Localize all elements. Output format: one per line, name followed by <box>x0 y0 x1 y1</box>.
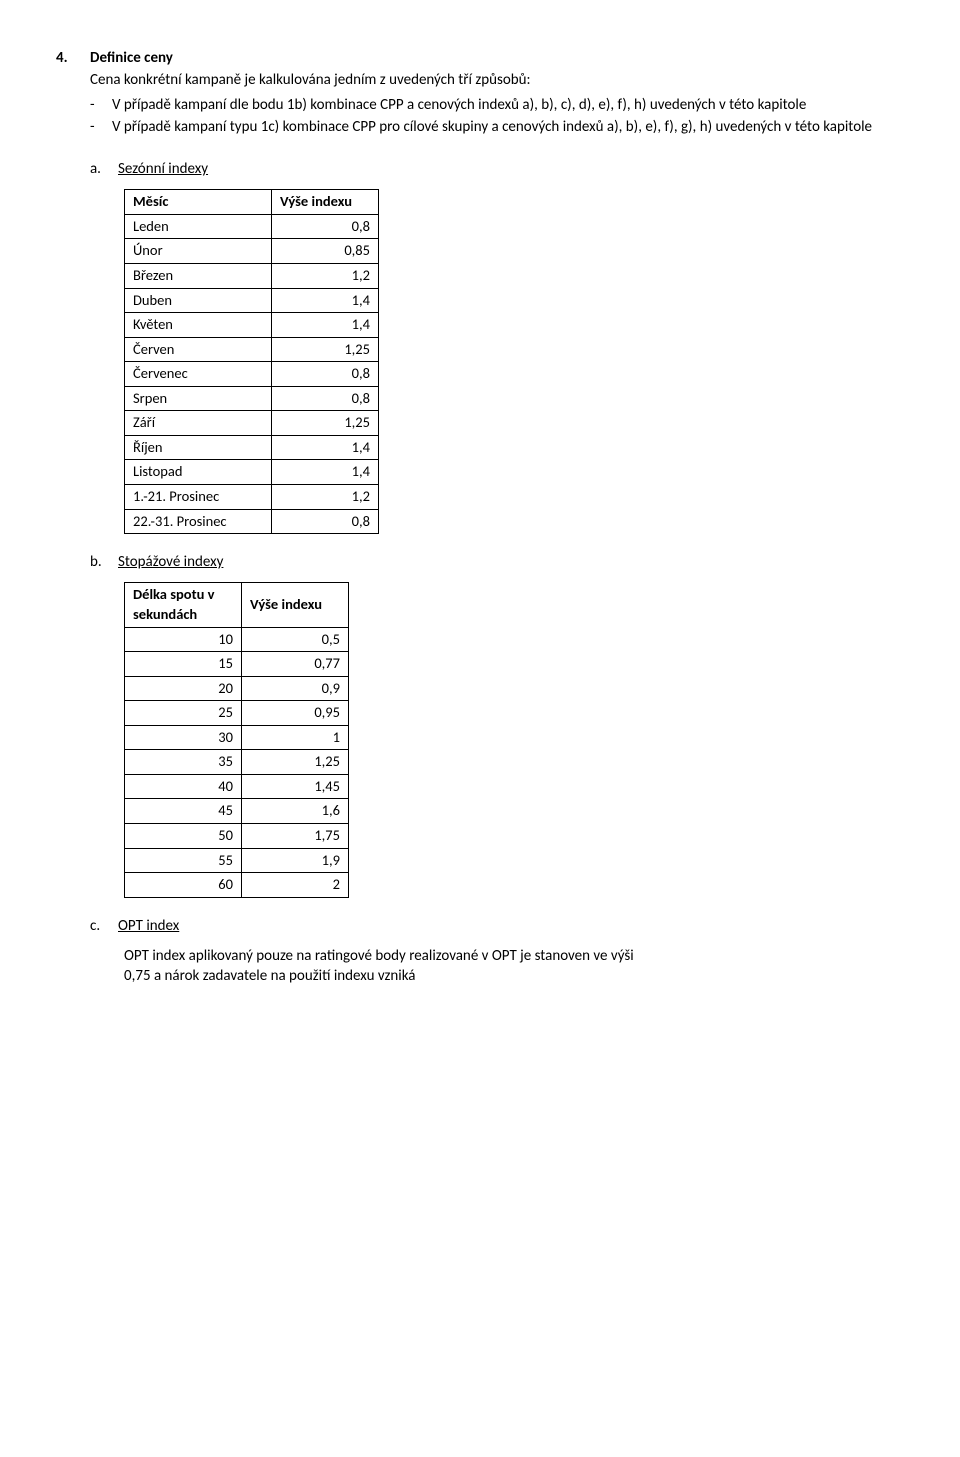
table-row: Leden0,8 <box>125 214 379 239</box>
table-cell: 1,2 <box>272 263 379 288</box>
table-cell: 22.-31. Prosinec <box>125 509 272 534</box>
table-cell: Březen <box>125 263 272 288</box>
sub-letter: c. <box>90 916 108 936</box>
table-cell: 1,4 <box>272 435 379 460</box>
table-cell: 25 <box>125 701 242 726</box>
table-cell: 30 <box>125 725 242 750</box>
table-cell: Únor <box>125 239 272 264</box>
bullet-dash-icon: - <box>90 95 98 115</box>
table-cell: Duben <box>125 288 272 313</box>
table-cell: 0,8 <box>272 509 379 534</box>
table-row: Září1,25 <box>125 411 379 436</box>
table-cell: 0,85 <box>272 239 379 264</box>
bullet-dash-icon: - <box>90 117 98 137</box>
sub-item-opt: c. OPT index <box>90 916 902 936</box>
table-row: 250,95 <box>125 701 349 726</box>
table-row: 22.-31. Prosinec0,8 <box>125 509 379 534</box>
sub-item-sezonni: a. Sezónní indexy <box>90 159 902 179</box>
table-row: 451,6 <box>125 799 349 824</box>
table-row: 301 <box>125 725 349 750</box>
table-cell: 0,95 <box>242 701 349 726</box>
table-cell: 0,9 <box>242 676 349 701</box>
bullet-text: V případě kampaní typu 1c) kombinace CPP… <box>112 117 902 137</box>
table-cell: 1,9 <box>242 848 349 873</box>
section-title: Definice ceny <box>90 48 173 68</box>
table-header: Výše indexu <box>242 583 349 627</box>
table-cell: 20 <box>125 676 242 701</box>
table-cell: 0,8 <box>272 386 379 411</box>
table-cell: 1,25 <box>272 411 379 436</box>
sezonni-table: Měsíc Výše indexu Leden0,8Únor0,85Březen… <box>124 189 379 534</box>
table-row: 551,9 <box>125 848 349 873</box>
table-cell: 1,25 <box>242 750 349 775</box>
table-cell: Říjen <box>125 435 272 460</box>
table-cell: 60 <box>125 873 242 898</box>
table-cell: 35 <box>125 750 242 775</box>
table-cell: Srpen <box>125 386 272 411</box>
table-cell: 0,77 <box>242 652 349 677</box>
opt-text-line: 0,75 a nárok zadavatele na použití index… <box>124 966 902 986</box>
sub-letter: a. <box>90 159 108 179</box>
table-cell: 1,45 <box>242 774 349 799</box>
sub-label: Stopážové indexy <box>118 552 223 572</box>
table-header: Délka spotu v sekundách <box>125 583 242 627</box>
bullet-text: V případě kampaní dle bodu 1b) kombinace… <box>112 95 902 115</box>
table-cell: 2 <box>242 873 349 898</box>
intro-text: Cena konkrétní kampaně je kalkulována je… <box>90 70 902 90</box>
table-cell: 40 <box>125 774 242 799</box>
table-cell: 1,6 <box>242 799 349 824</box>
table-cell: 1,4 <box>272 313 379 338</box>
table-cell: 0,8 <box>272 362 379 387</box>
opt-text-line: OPT index aplikovaný pouze na ratingové … <box>124 946 902 966</box>
table-cell: Červenec <box>125 362 272 387</box>
table-row: Červenec0,8 <box>125 362 379 387</box>
table-row: 1.-21. Prosinec1,2 <box>125 485 379 510</box>
bullet-item: - V případě kampaní dle bodu 1b) kombina… <box>90 95 902 115</box>
stopazove-table: Délka spotu v sekundách Výše indexu 100,… <box>124 582 349 897</box>
table-header: Měsíc <box>125 190 272 215</box>
table-row: 100,5 <box>125 627 349 652</box>
table-row: Říjen1,4 <box>125 435 379 460</box>
bullet-item: - V případě kampaní typu 1c) kombinace C… <box>90 117 902 137</box>
table-cell: 1,4 <box>272 460 379 485</box>
table-cell: 1,4 <box>272 288 379 313</box>
table-row: 351,25 <box>125 750 349 775</box>
table-cell: Září <box>125 411 272 436</box>
table-cell: Červen <box>125 337 272 362</box>
table-cell: 0,8 <box>272 214 379 239</box>
table-cell: Květen <box>125 313 272 338</box>
sub-letter: b. <box>90 552 108 572</box>
table-row: Listopad1,4 <box>125 460 379 485</box>
table-row: 150,77 <box>125 652 349 677</box>
table-cell: 55 <box>125 848 242 873</box>
table-row: Duben1,4 <box>125 288 379 313</box>
table-row: Březen1,2 <box>125 263 379 288</box>
table-cell: 1.-21. Prosinec <box>125 485 272 510</box>
table-row: 200,9 <box>125 676 349 701</box>
table-cell: 0,5 <box>242 627 349 652</box>
table-row: 401,45 <box>125 774 349 799</box>
table-cell: 1,25 <box>272 337 379 362</box>
table-row: Květen1,4 <box>125 313 379 338</box>
table-row: Červen1,25 <box>125 337 379 362</box>
section-heading: 4. Definice ceny <box>56 48 902 68</box>
table-cell: 45 <box>125 799 242 824</box>
table-cell: 50 <box>125 824 242 849</box>
table-cell: Leden <box>125 214 272 239</box>
table-header: Výše indexu <box>272 190 379 215</box>
table-cell: 1 <box>242 725 349 750</box>
table-row: 501,75 <box>125 824 349 849</box>
table-cell: 15 <box>125 652 242 677</box>
table-cell: 10 <box>125 627 242 652</box>
table-cell: Listopad <box>125 460 272 485</box>
sub-label: OPT index <box>118 916 179 936</box>
table-cell: 1,2 <box>272 485 379 510</box>
table-cell: 1,75 <box>242 824 349 849</box>
section-number: 4. <box>56 48 78 68</box>
sub-label: Sezónní indexy <box>118 159 208 179</box>
sub-item-stopazove: b. Stopážové indexy <box>90 552 902 572</box>
table-row: Srpen0,8 <box>125 386 379 411</box>
table-row: 602 <box>125 873 349 898</box>
table-row: Únor0,85 <box>125 239 379 264</box>
